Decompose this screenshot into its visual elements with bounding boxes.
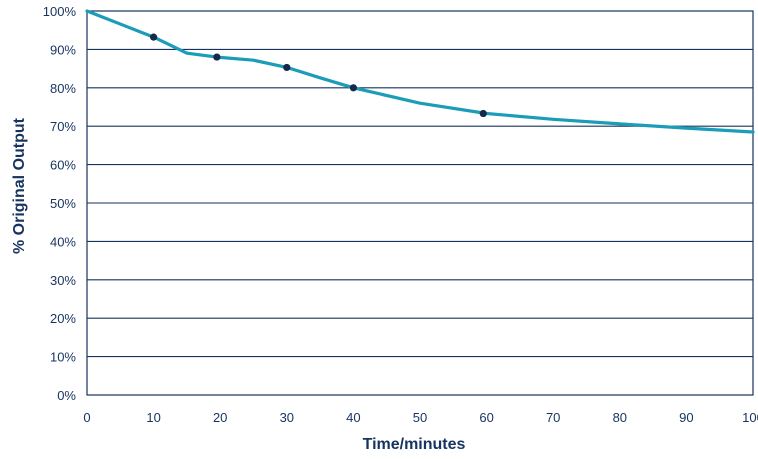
y-tick-label: 20% <box>50 311 76 326</box>
y-tick-label: 0% <box>57 388 76 403</box>
marker-layer <box>150 33 487 118</box>
x-tick-label: 0 <box>83 410 90 425</box>
x-tick-label: 80 <box>613 410 627 425</box>
y-tick-label: 40% <box>50 234 76 249</box>
data-point-2 <box>283 63 291 72</box>
y-axis-title: % Original Output <box>11 117 28 254</box>
y-tick-label: 60% <box>50 158 76 173</box>
x-tick-label: 90 <box>679 410 693 425</box>
x-tick-label: 30 <box>280 410 294 425</box>
x-tick-label: 10 <box>146 410 160 425</box>
y-tick-label: 100% <box>43 4 77 19</box>
plot-area-frame <box>86 10 754 396</box>
y-tick-label: 90% <box>50 42 76 57</box>
x-tick-label: 100 <box>742 410 758 425</box>
x-tick-label: 60 <box>479 410 493 425</box>
series-layer <box>85 9 755 134</box>
y-tick-label: 10% <box>50 350 76 365</box>
x-tick-label: 50 <box>413 410 427 425</box>
y-tick-label: 70% <box>50 119 76 134</box>
data-point-4 <box>479 109 487 118</box>
y-tick-labels: 0% 10% 20% 30% 40% 50% 60% 70% 80% 90% 100% <box>43 4 77 403</box>
x-tick-label: 20 <box>213 410 227 425</box>
x-tick-label: 40 <box>346 410 360 425</box>
series-line-0 <box>85 9 755 134</box>
gridlines <box>87 10 753 396</box>
y-tick-label: 80% <box>50 81 76 96</box>
y-tick-label: 50% <box>50 196 76 211</box>
data-point-3 <box>349 84 357 92</box>
x-tick-label: 70 <box>546 410 560 425</box>
y-tick-label: 30% <box>50 273 76 288</box>
data-point-0 <box>150 33 158 41</box>
x-tick-labels: 0 10 20 30 40 50 60 70 80 90 100 <box>83 410 758 425</box>
data-point-1 <box>213 53 221 61</box>
x-axis-title: Time/minutes <box>363 436 466 453</box>
